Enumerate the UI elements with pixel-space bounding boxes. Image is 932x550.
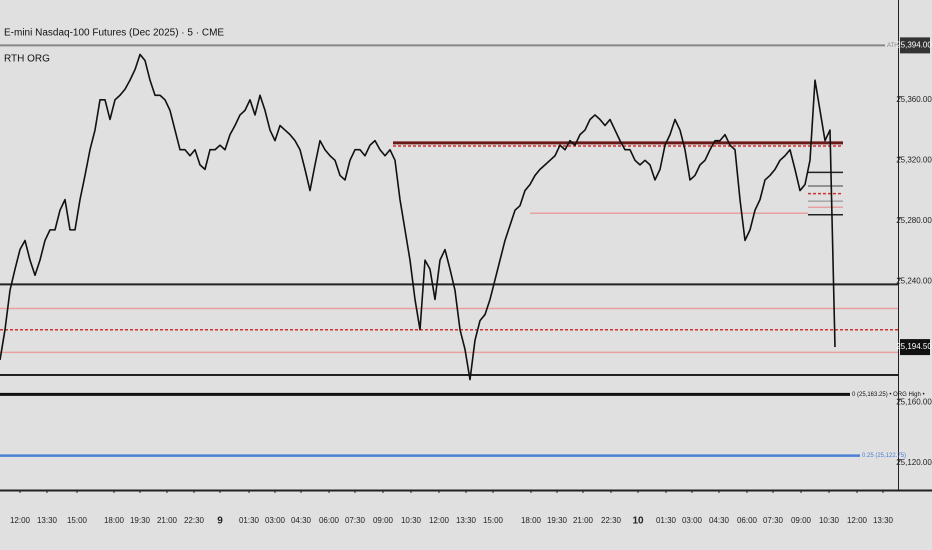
price-box — [900, 37, 930, 54]
x-tick-label: 10:30 — [401, 516, 422, 525]
x-tick-label: 9 — [217, 516, 223, 527]
x-tick-label: 04:30 — [291, 516, 312, 525]
x-tick-label: 03:00 — [265, 516, 286, 525]
x-tick-label: 06:00 — [737, 516, 758, 525]
x-tick-label: 12:00 — [847, 516, 868, 525]
x-tick-label: 01:30 — [656, 516, 677, 525]
x-tick-label: 13:30 — [37, 516, 58, 525]
x-tick-label: 03:00 — [682, 516, 703, 525]
indicator-name: RTH ORG — [4, 54, 50, 65]
x-tick-label: 07:30 — [763, 516, 784, 525]
price-box-label: 25,194.50 — [896, 342, 932, 351]
x-tick-label: 10:30 — [819, 516, 840, 525]
x-tick-label: 04:30 — [709, 516, 730, 525]
x-tick-label: 01:30 — [239, 516, 260, 525]
x-tick-label: 21:00 — [573, 516, 594, 525]
x-tick-label: 15:00 — [67, 516, 88, 525]
level-label: 0 (25,163.25) • ORG High • — [852, 392, 925, 398]
x-tick-label: 10 — [632, 516, 644, 527]
x-tick-label: 13:30 — [873, 516, 894, 525]
x-tick-label: 12:00 — [10, 516, 31, 525]
x-tick-label: 19:30 — [547, 516, 568, 525]
chart-title: E-mini Nasdaq-100 Futures (Dec 2025) · 5… — [4, 28, 224, 39]
price-box-label: 25,394.00 — [896, 40, 932, 49]
x-tick-label: 06:00 — [319, 516, 340, 525]
y-tick-label: 25,360.00 — [896, 95, 932, 104]
x-tick-label: 07:30 — [345, 516, 366, 525]
x-tick-label: 21:00 — [157, 516, 178, 525]
x-tick-label: 19:30 — [130, 516, 151, 525]
level-label: ATH — [887, 43, 899, 49]
level-label: 0.25 (25,122.75) — [862, 453, 906, 459]
x-tick-label: 22:30 — [601, 516, 622, 525]
x-tick-label: 18:00 — [104, 516, 125, 525]
y-tick-label: 25,160.00 — [896, 397, 932, 406]
x-tick-label: 13:30 — [456, 516, 477, 525]
y-tick-label: 25,120.00 — [896, 458, 932, 467]
y-tick-label: 25,320.00 — [896, 155, 932, 164]
price-line — [0, 53, 836, 381]
y-tick-label: 25,240.00 — [896, 276, 932, 285]
x-tick-label: 09:00 — [373, 516, 394, 525]
x-tick-label: 22:30 — [184, 516, 205, 525]
y-tick-label: 25,280.00 — [896, 216, 932, 225]
price-box — [900, 339, 930, 356]
x-tick-label: 12:00 — [429, 516, 450, 525]
x-tick-label: 09:00 — [791, 516, 812, 525]
x-tick-label: 15:00 — [483, 516, 504, 525]
x-tick-label: 18:00 — [521, 516, 542, 525]
